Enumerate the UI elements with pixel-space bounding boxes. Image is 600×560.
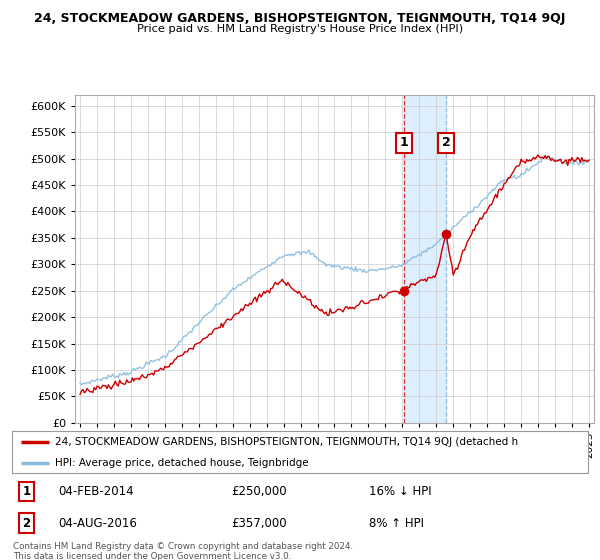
Bar xyxy=(404,95,446,423)
Text: £250,000: £250,000 xyxy=(231,485,287,498)
Text: £357,000: £357,000 xyxy=(231,516,287,530)
Text: 1: 1 xyxy=(22,485,31,498)
Text: 2: 2 xyxy=(22,516,31,530)
Text: 16% ↓ HPI: 16% ↓ HPI xyxy=(369,485,432,498)
Text: 24, STOCKMEADOW GARDENS, BISHOPSTEIGNTON, TEIGNMOUTH, TQ14 9QJ (detached h: 24, STOCKMEADOW GARDENS, BISHOPSTEIGNTON… xyxy=(55,437,518,447)
Text: 8% ↑ HPI: 8% ↑ HPI xyxy=(369,516,424,530)
Text: 04-AUG-2016: 04-AUG-2016 xyxy=(58,516,137,530)
Text: Contains HM Land Registry data © Crown copyright and database right 2024.
This d: Contains HM Land Registry data © Crown c… xyxy=(13,542,353,560)
Text: 04-FEB-2014: 04-FEB-2014 xyxy=(58,485,134,498)
Text: HPI: Average price, detached house, Teignbridge: HPI: Average price, detached house, Teig… xyxy=(55,458,309,468)
Text: 24, STOCKMEADOW GARDENS, BISHOPSTEIGNTON, TEIGNMOUTH, TQ14 9QJ: 24, STOCKMEADOW GARDENS, BISHOPSTEIGNTON… xyxy=(34,12,566,25)
Text: 1: 1 xyxy=(400,136,408,150)
Text: 2: 2 xyxy=(442,136,451,150)
Text: Price paid vs. HM Land Registry's House Price Index (HPI): Price paid vs. HM Land Registry's House … xyxy=(137,24,463,34)
